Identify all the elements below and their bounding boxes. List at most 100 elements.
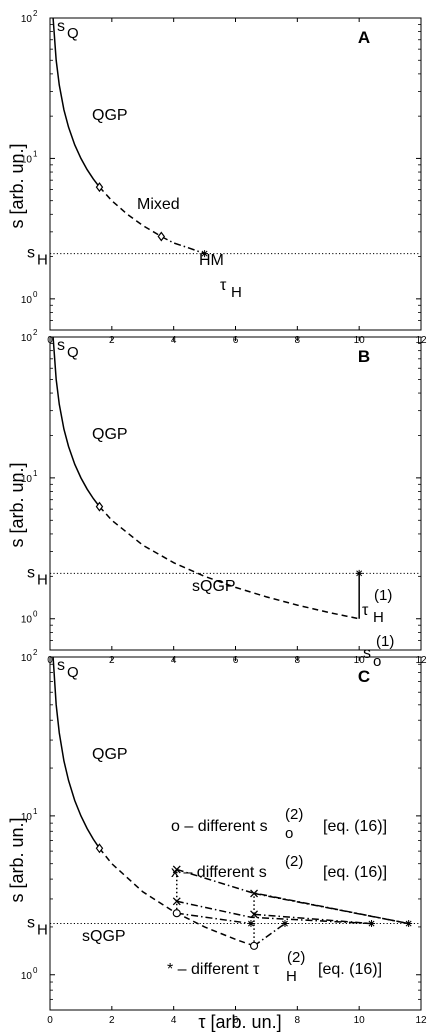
marker-star xyxy=(368,920,376,928)
y-tick-exponent: 2 xyxy=(33,648,38,657)
panel-letter: A xyxy=(358,28,370,47)
panel-letter: B xyxy=(358,347,370,366)
tauh-subscript: H xyxy=(231,284,242,301)
legend-x-eq: [eq. (16)] xyxy=(323,864,387,881)
sh-label: s xyxy=(27,564,35,581)
legend-o-text: o – different s xyxy=(171,818,268,835)
sq-label: s xyxy=(57,657,65,674)
marker-cross xyxy=(172,897,181,906)
marker-star xyxy=(281,920,289,928)
sqgp-label: sQGP xyxy=(82,928,126,945)
tauh1-label: τ xyxy=(362,602,369,619)
tauh-label: τ xyxy=(220,277,227,294)
y-tick-label: 10 xyxy=(21,971,33,982)
marker-star xyxy=(355,569,363,577)
panel-b: 024681012100101102BsQQGPsHsQGPτH(1)so(1) xyxy=(21,328,427,670)
y-axis-label-b: s [arb. un.] xyxy=(7,462,27,547)
y-tick-label: 10 xyxy=(21,653,33,664)
y-axis-label: s [arb. un.] xyxy=(7,143,27,228)
panel-letter: C xyxy=(358,667,370,686)
series-dashdot xyxy=(253,892,409,925)
y-tick-label: 10 xyxy=(21,474,33,485)
sh-subscript: H xyxy=(37,571,48,588)
x-tick-label: 8 xyxy=(295,1015,301,1026)
x-tick-label: 4 xyxy=(171,1015,177,1026)
sh-label: s xyxy=(27,245,35,262)
series-dashed xyxy=(98,506,360,620)
y-tick-label: 10 xyxy=(21,615,33,626)
sq-label: s xyxy=(57,337,65,354)
sq-label: s xyxy=(57,18,65,35)
panel-a: 024681012100101102AsQQGPsHMixedHMτH xyxy=(21,9,427,346)
series-dashdot xyxy=(253,922,286,947)
legend-star-eq: [eq. (16)] xyxy=(318,961,382,978)
marker-star xyxy=(247,920,255,928)
y-tick-label: 10 xyxy=(21,295,33,306)
sq-subscript: Q xyxy=(67,664,79,681)
legend-o-sup: (2) xyxy=(285,806,303,823)
so1-superscript: (1) xyxy=(376,633,394,650)
legend-star-sup: (2) xyxy=(287,949,305,966)
marker-cross xyxy=(250,910,259,919)
sh-subscript: H xyxy=(37,922,48,939)
series-solid xyxy=(52,17,101,188)
series-dashdot xyxy=(253,913,372,925)
x-tick-label: 12 xyxy=(415,1015,427,1026)
so1-subscript: o xyxy=(373,653,381,670)
marker-cross xyxy=(250,889,259,898)
x-tick-label: 2 xyxy=(109,1015,115,1026)
legend-star-sub: H xyxy=(286,968,297,985)
y-tick-exponent: 1 xyxy=(33,807,38,816)
legend-star-text: * – different τ xyxy=(167,961,260,978)
sqgp-label: sQGP xyxy=(192,578,236,595)
series-solid xyxy=(52,656,101,849)
x-tick-label: 0 xyxy=(47,1015,53,1026)
marker-diamond xyxy=(95,182,104,193)
y-tick-label: 10 xyxy=(21,333,33,344)
y-tick-label: 10 xyxy=(21,14,33,25)
legend-x-text: x – different s xyxy=(171,864,267,881)
tauh1-subscript: H xyxy=(373,609,384,626)
series-dashed xyxy=(98,186,162,238)
marker-star xyxy=(201,250,209,258)
hm-label: HM xyxy=(199,252,224,269)
sq-subscript: Q xyxy=(67,344,79,361)
qgp-label: QGP xyxy=(92,426,128,443)
legend-o-eq: [eq. (16)] xyxy=(323,818,387,835)
sq-subscript: Q xyxy=(67,25,79,42)
y-tick-exponent: 1 xyxy=(33,149,38,158)
marker-cross xyxy=(172,865,181,874)
x-tick-label: 10 xyxy=(354,1015,366,1026)
y-tick-exponent: 0 xyxy=(33,610,38,619)
so1-label: s xyxy=(363,645,371,662)
marker-circle xyxy=(172,909,181,918)
legend-x-sup: (2) xyxy=(285,853,303,870)
series-dashdot xyxy=(160,235,205,255)
marker-diamond xyxy=(95,501,104,512)
x-axis-label: τ [arb. un.] xyxy=(198,1012,281,1032)
series-dashdot xyxy=(176,912,252,925)
marker-diamond xyxy=(157,231,166,242)
tauh1-superscript: (1) xyxy=(374,587,392,604)
y-tick-exponent: 2 xyxy=(33,328,38,337)
legend-o-sub: o xyxy=(285,825,293,842)
y-tick-exponent: 0 xyxy=(33,290,38,299)
x-tick-label: 6 xyxy=(233,1015,239,1026)
y-tick-exponent: 1 xyxy=(33,469,38,478)
qgp-label: QGP xyxy=(92,746,128,763)
sh-subscript: H xyxy=(37,252,48,269)
y-axis-label-c: s [arb. un.] xyxy=(7,817,27,902)
series-dashdot xyxy=(176,900,372,925)
y-tick-exponent: 0 xyxy=(33,966,38,975)
marker-star xyxy=(405,920,413,928)
mixed-label: Mixed xyxy=(137,196,180,213)
series-solid xyxy=(52,336,101,508)
marker-diamond xyxy=(95,843,104,854)
sh-label: s xyxy=(27,915,35,932)
y-tick-exponent: 2 xyxy=(33,9,38,18)
marker-circle xyxy=(250,941,259,950)
y-tick-label: 10 xyxy=(21,812,33,823)
qgp-label: QGP xyxy=(92,107,128,124)
